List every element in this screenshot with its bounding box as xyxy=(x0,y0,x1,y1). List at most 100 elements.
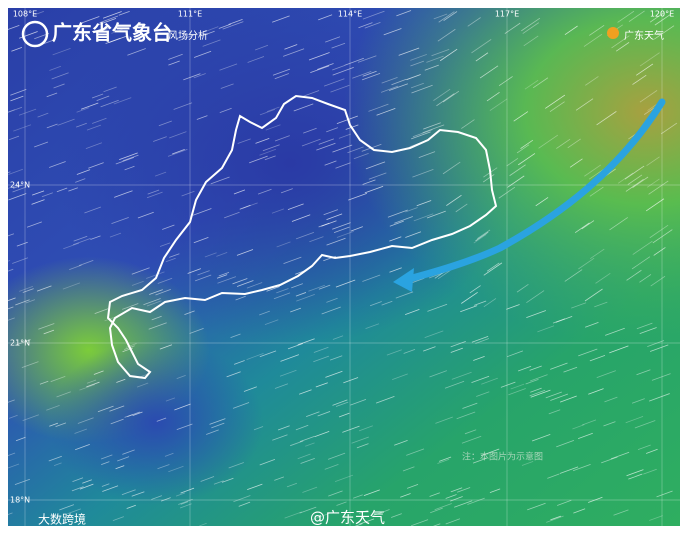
wind-streak xyxy=(276,241,291,248)
wind-streak xyxy=(295,292,307,297)
wind-streak xyxy=(327,452,346,460)
wind-streak xyxy=(550,393,569,401)
wind-streak xyxy=(242,202,258,209)
wind-streak xyxy=(49,161,66,168)
wind-streak xyxy=(589,24,605,36)
wind-streak xyxy=(181,190,195,197)
wind-streak xyxy=(224,211,240,219)
wind-streak xyxy=(46,123,58,129)
wind-streak xyxy=(283,48,305,57)
wind-streak xyxy=(350,226,363,232)
wind-streak xyxy=(53,83,65,89)
wind-streak xyxy=(520,139,534,149)
wind-streak xyxy=(287,203,304,210)
wind-streak xyxy=(481,377,498,385)
wind-streak xyxy=(81,16,100,24)
wind-streak xyxy=(394,440,408,446)
wind-streak xyxy=(321,306,341,315)
wind-streak xyxy=(646,178,660,188)
wind-streak xyxy=(639,90,658,103)
wind-streak xyxy=(132,411,143,416)
wind-streak xyxy=(326,127,338,133)
wind-streak xyxy=(51,72,69,80)
wind-streak xyxy=(62,282,81,290)
wind-streak xyxy=(200,476,215,482)
wind-streak xyxy=(527,502,546,511)
wind-streak xyxy=(165,397,176,402)
wind-streak xyxy=(122,154,139,162)
wind-streak xyxy=(412,169,434,178)
wind-streak xyxy=(114,190,133,198)
wind-streak xyxy=(197,270,210,276)
wind-streak xyxy=(391,78,407,86)
wind-streak xyxy=(462,402,478,409)
wind-streak xyxy=(79,384,96,391)
wind-streak xyxy=(21,361,39,369)
wind-streak xyxy=(246,353,264,360)
logo xyxy=(21,20,49,48)
wind-streak xyxy=(276,288,289,294)
wind-streak xyxy=(628,10,645,22)
wind-streak xyxy=(293,103,314,112)
wind-streak xyxy=(309,236,324,243)
wind-streak xyxy=(524,79,539,90)
wind-streak xyxy=(557,499,572,506)
wind-arrow xyxy=(401,98,666,284)
wind-streak xyxy=(36,285,52,292)
wind-streak xyxy=(348,192,368,201)
brand-icon xyxy=(607,27,619,39)
wind-streak xyxy=(131,491,145,497)
wind-streak xyxy=(296,294,315,302)
wind-streak xyxy=(8,193,27,201)
wind-streak xyxy=(233,495,251,503)
wind-streak xyxy=(146,300,162,307)
wind-streak xyxy=(475,52,489,62)
wind-streak xyxy=(516,144,530,154)
wind-streak xyxy=(213,480,224,485)
wind-streak xyxy=(211,422,225,429)
wind-streak xyxy=(361,72,381,81)
wind-streak xyxy=(474,300,487,306)
wind-streak xyxy=(363,489,380,497)
wind-streak xyxy=(259,459,276,466)
wind-streak xyxy=(96,95,110,101)
wind-streak xyxy=(656,490,673,498)
wind-streak xyxy=(473,234,487,244)
wind-streak xyxy=(429,370,447,378)
wind-streak xyxy=(336,501,347,506)
wind-streak xyxy=(516,283,529,293)
wind-streak xyxy=(247,483,263,491)
wind-streak xyxy=(596,111,617,126)
wind-streak xyxy=(594,301,608,308)
wind-streak xyxy=(226,371,241,378)
wind-streak xyxy=(510,383,525,390)
wind-streak xyxy=(410,60,425,67)
wind-streak xyxy=(581,220,595,230)
wind-streak xyxy=(143,298,161,306)
wind-streak xyxy=(96,26,112,34)
wind-streak xyxy=(328,490,343,497)
wind-streak xyxy=(175,492,186,497)
wind-streak xyxy=(589,186,604,197)
wind-streak xyxy=(631,398,645,404)
wind-streak xyxy=(284,44,298,50)
wind-streak xyxy=(321,220,337,227)
wind-streak xyxy=(91,93,104,99)
wind-streak xyxy=(277,425,290,431)
wind-streak xyxy=(332,335,344,340)
wind-streak xyxy=(445,494,457,499)
wind-streak xyxy=(585,321,599,328)
wind-streak xyxy=(19,286,33,292)
wind-streak xyxy=(450,496,463,502)
wind-streak xyxy=(358,509,369,514)
wind-streak xyxy=(125,343,137,348)
wind-streak xyxy=(596,370,616,378)
wind-streak xyxy=(255,137,270,144)
wind-streak xyxy=(563,366,578,373)
wind-streak xyxy=(259,350,277,358)
wind-streak xyxy=(368,172,387,180)
wind-streak xyxy=(410,82,424,89)
wind-streak xyxy=(424,64,439,71)
wind-streak xyxy=(55,422,67,428)
wind-streak xyxy=(158,120,172,127)
